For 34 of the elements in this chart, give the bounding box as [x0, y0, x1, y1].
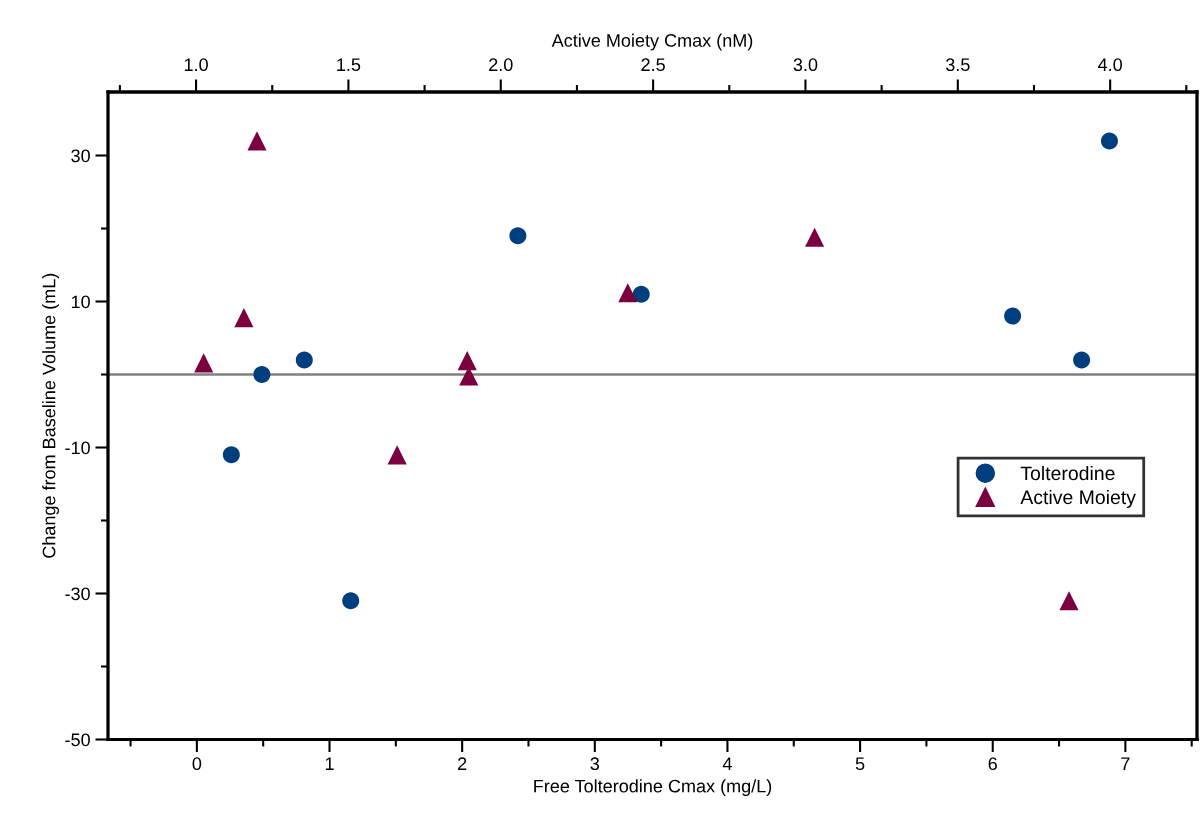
y-tick-label: -30 [65, 587, 90, 601]
y-tick-label: -10 [65, 441, 90, 455]
x-tick-label: 7 [1121, 757, 1130, 770]
point [1004, 307, 1022, 325]
x2-tick-label: 3.0 [793, 58, 818, 72]
x-tick-label: 6 [988, 757, 997, 771]
y-tick-label: 10 [71, 295, 90, 309]
x2-tick-label: 1.0 [184, 58, 208, 72]
x2-tick-label: 3.5 [945, 58, 970, 72]
x-tick-label: 3 [590, 757, 600, 771]
point [509, 227, 527, 245]
x2-tick-label: 4.0 [1098, 58, 1123, 72]
x2-tick-label: 1.5 [337, 58, 361, 72]
x2-axis-title: Active Moiety Cmax (nM) [551, 33, 753, 51]
point [1073, 351, 1091, 369]
x2-tick-label: 2.0 [489, 58, 513, 72]
x-tick-label: 2 [458, 757, 467, 770]
y-tick-label: 30 [71, 149, 90, 163]
x-tick-label: 1 [325, 757, 334, 770]
x2-tick-label: 2.5 [641, 58, 665, 72]
x-axis-title: Free Tolterodine Cmax (mg/L) [534, 779, 772, 797]
legend-label: Tolterodine [1020, 465, 1115, 481]
point [342, 592, 360, 610]
point [222, 446, 240, 464]
legend-label: Active Moiety [1020, 489, 1136, 509]
point [253, 366, 271, 384]
point [1100, 132, 1118, 150]
y-tick-label: -50 [65, 733, 90, 747]
x-tick-label: 5 [855, 757, 865, 771]
y-axis-title: Change from Baseline Volume (mL) [42, 273, 59, 558]
point [295, 351, 313, 369]
x-tick-label: 4 [722, 757, 732, 770]
point [632, 285, 650, 303]
x-tick-label: 0 [192, 757, 202, 771]
